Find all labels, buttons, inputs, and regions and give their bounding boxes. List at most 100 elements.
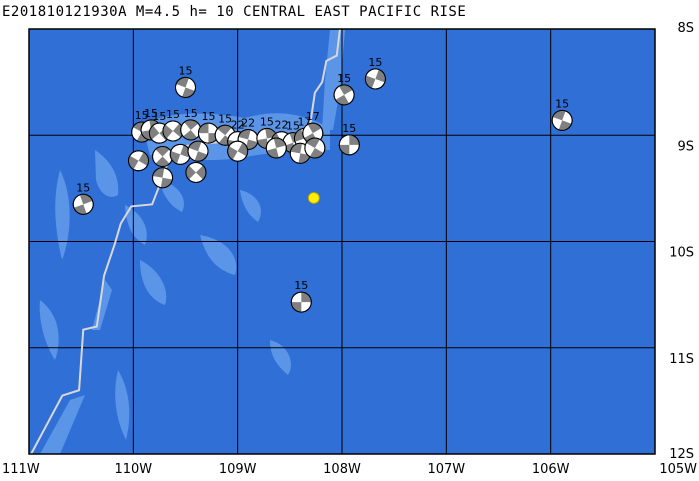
- beachball-quadrant: [195, 165, 206, 180]
- mechanism-depth-label: 15: [294, 279, 308, 292]
- mechanism-depth-label: 15: [184, 107, 198, 120]
- beachball-quadrant: [291, 302, 302, 313]
- lon-tick-label: 107W: [427, 462, 465, 477]
- lon-tick-label: 106W: [532, 462, 570, 477]
- mechanism-depth-label: 15: [144, 107, 158, 120]
- focal-mechanism: [338, 134, 360, 156]
- beachball-rim: [175, 76, 196, 98]
- beachball-quadrant: [172, 123, 183, 138]
- lat-tick-label: 12S: [669, 447, 694, 462]
- focal-mechanism: [162, 120, 184, 142]
- beachball-rim: [180, 119, 202, 141]
- beachball-rim: [227, 140, 249, 162]
- mechanism-depth-label: 15: [337, 72, 351, 85]
- focal-mechanism: [304, 137, 326, 159]
- beachball-quadrant: [257, 138, 269, 149]
- mechanism-depth-label: 22: [241, 117, 255, 130]
- beachball-quadrant: [149, 125, 160, 140]
- lon-tick-label: 109W: [219, 462, 257, 477]
- beachball-quadrant: [155, 156, 170, 167]
- beachball-quadrant: [185, 165, 196, 180]
- focal-mechanism: [175, 76, 196, 98]
- beachball-rim: [551, 109, 573, 131]
- beachball-quadrant: [152, 167, 165, 178]
- focal-mechanism: [364, 68, 386, 90]
- beachball-rim: [169, 143, 191, 165]
- beachball-quadrant: [227, 146, 238, 160]
- beachball-quadrant: [155, 146, 170, 157]
- beachball-rim: [187, 140, 209, 162]
- beachball-rim: [128, 150, 150, 172]
- lat-tick-label: 8S: [677, 21, 694, 36]
- map-title: E201810121930A M=4.5 h= 10 CENTRAL EAST …: [2, 4, 467, 20]
- beachball-quadrant: [128, 155, 139, 170]
- axis-tick-labels: 111W 110W 109W 108W 107W 106W 105W 8S 9S 10S 11S 12…: [2, 21, 697, 477]
- beachball-quadrant: [335, 94, 350, 105]
- beachball-quadrant: [349, 134, 360, 145]
- beachball-quadrant: [217, 125, 232, 136]
- lat-tick-label: 10S: [669, 246, 694, 261]
- event-epicenter-marker: [307, 191, 320, 204]
- lon-tick-label: 110W: [114, 462, 152, 477]
- beachball-rim: [185, 161, 207, 183]
- mechanism-depth-label: 22: [231, 119, 245, 132]
- beachball-quadrant: [163, 124, 173, 139]
- beachball-quadrant: [298, 153, 311, 164]
- lon-tick-label: 111W: [2, 462, 40, 477]
- mechanism-depth-label: 22: [274, 119, 288, 132]
- beachball-quadrant: [301, 292, 312, 303]
- focal-mechanism: [227, 140, 249, 162]
- focal-mechanism: [152, 146, 174, 167]
- mechanism-depth-label: 15: [201, 110, 215, 123]
- mechanism-depth-label: 17: [306, 110, 320, 123]
- focal-mechanism: [72, 193, 94, 215]
- lat-tick-label: 9S: [677, 139, 694, 154]
- mechanism-depth-label: 15: [555, 97, 569, 110]
- mechanism-depth-label: 15: [260, 115, 274, 128]
- focal-mechanism: [333, 84, 355, 106]
- event-location: [307, 191, 320, 204]
- beachball-quadrant: [290, 143, 303, 154]
- mechanism-depth-label: 15: [179, 64, 193, 77]
- focal-mechanism: [152, 167, 174, 189]
- beachball-quadrant: [138, 152, 149, 166]
- focal-mechanism: [551, 109, 573, 131]
- lat-tick-label: 11S: [669, 352, 694, 367]
- lon-tick-label: 105W: [659, 462, 697, 477]
- mechanism-depth-label: 15: [166, 108, 180, 121]
- mechanism-depth-label: 15: [368, 56, 382, 69]
- map-frame: [28, 28, 656, 455]
- mechanism-depth-label: 15: [135, 109, 149, 122]
- mechanism-depth-label: 15: [218, 112, 232, 125]
- beachball-rim: [290, 291, 312, 313]
- focal-mechanism: [128, 150, 150, 172]
- mechanism-depth-label: 15: [152, 110, 166, 123]
- beachball-rim: [152, 167, 174, 189]
- beachball-rim: [152, 146, 174, 167]
- mechanism-depth-label: 15: [286, 120, 300, 133]
- beachball-quadrant: [160, 177, 173, 188]
- beachball-quadrant: [183, 129, 198, 140]
- beachball-quadrant: [339, 144, 350, 155]
- focal-mechanism: [265, 137, 287, 159]
- focal-mechanism: [169, 143, 191, 165]
- mechanism-depth-label: 15: [76, 181, 90, 194]
- beachball-rim: [265, 137, 287, 159]
- focal-mechanism: [187, 140, 209, 162]
- beachball-quadrant: [307, 123, 322, 134]
- beachball-quadrant: [309, 148, 324, 158]
- beachball-rim: [304, 137, 326, 159]
- beachball-quadrant: [339, 84, 353, 95]
- beachball-quadrant: [198, 123, 209, 134]
- focal-mechanism: [185, 161, 207, 183]
- beachball-rim: [162, 120, 184, 142]
- beachball-rim: [333, 84, 355, 106]
- beachball-quadrant: [184, 119, 199, 130]
- mechanism-depth-label: 15: [342, 122, 356, 135]
- focal-mechanism: [180, 119, 202, 141]
- beachball-quadrant: [306, 138, 320, 148]
- beachball-rim: [364, 68, 386, 90]
- beachball-quadrant: [237, 142, 248, 157]
